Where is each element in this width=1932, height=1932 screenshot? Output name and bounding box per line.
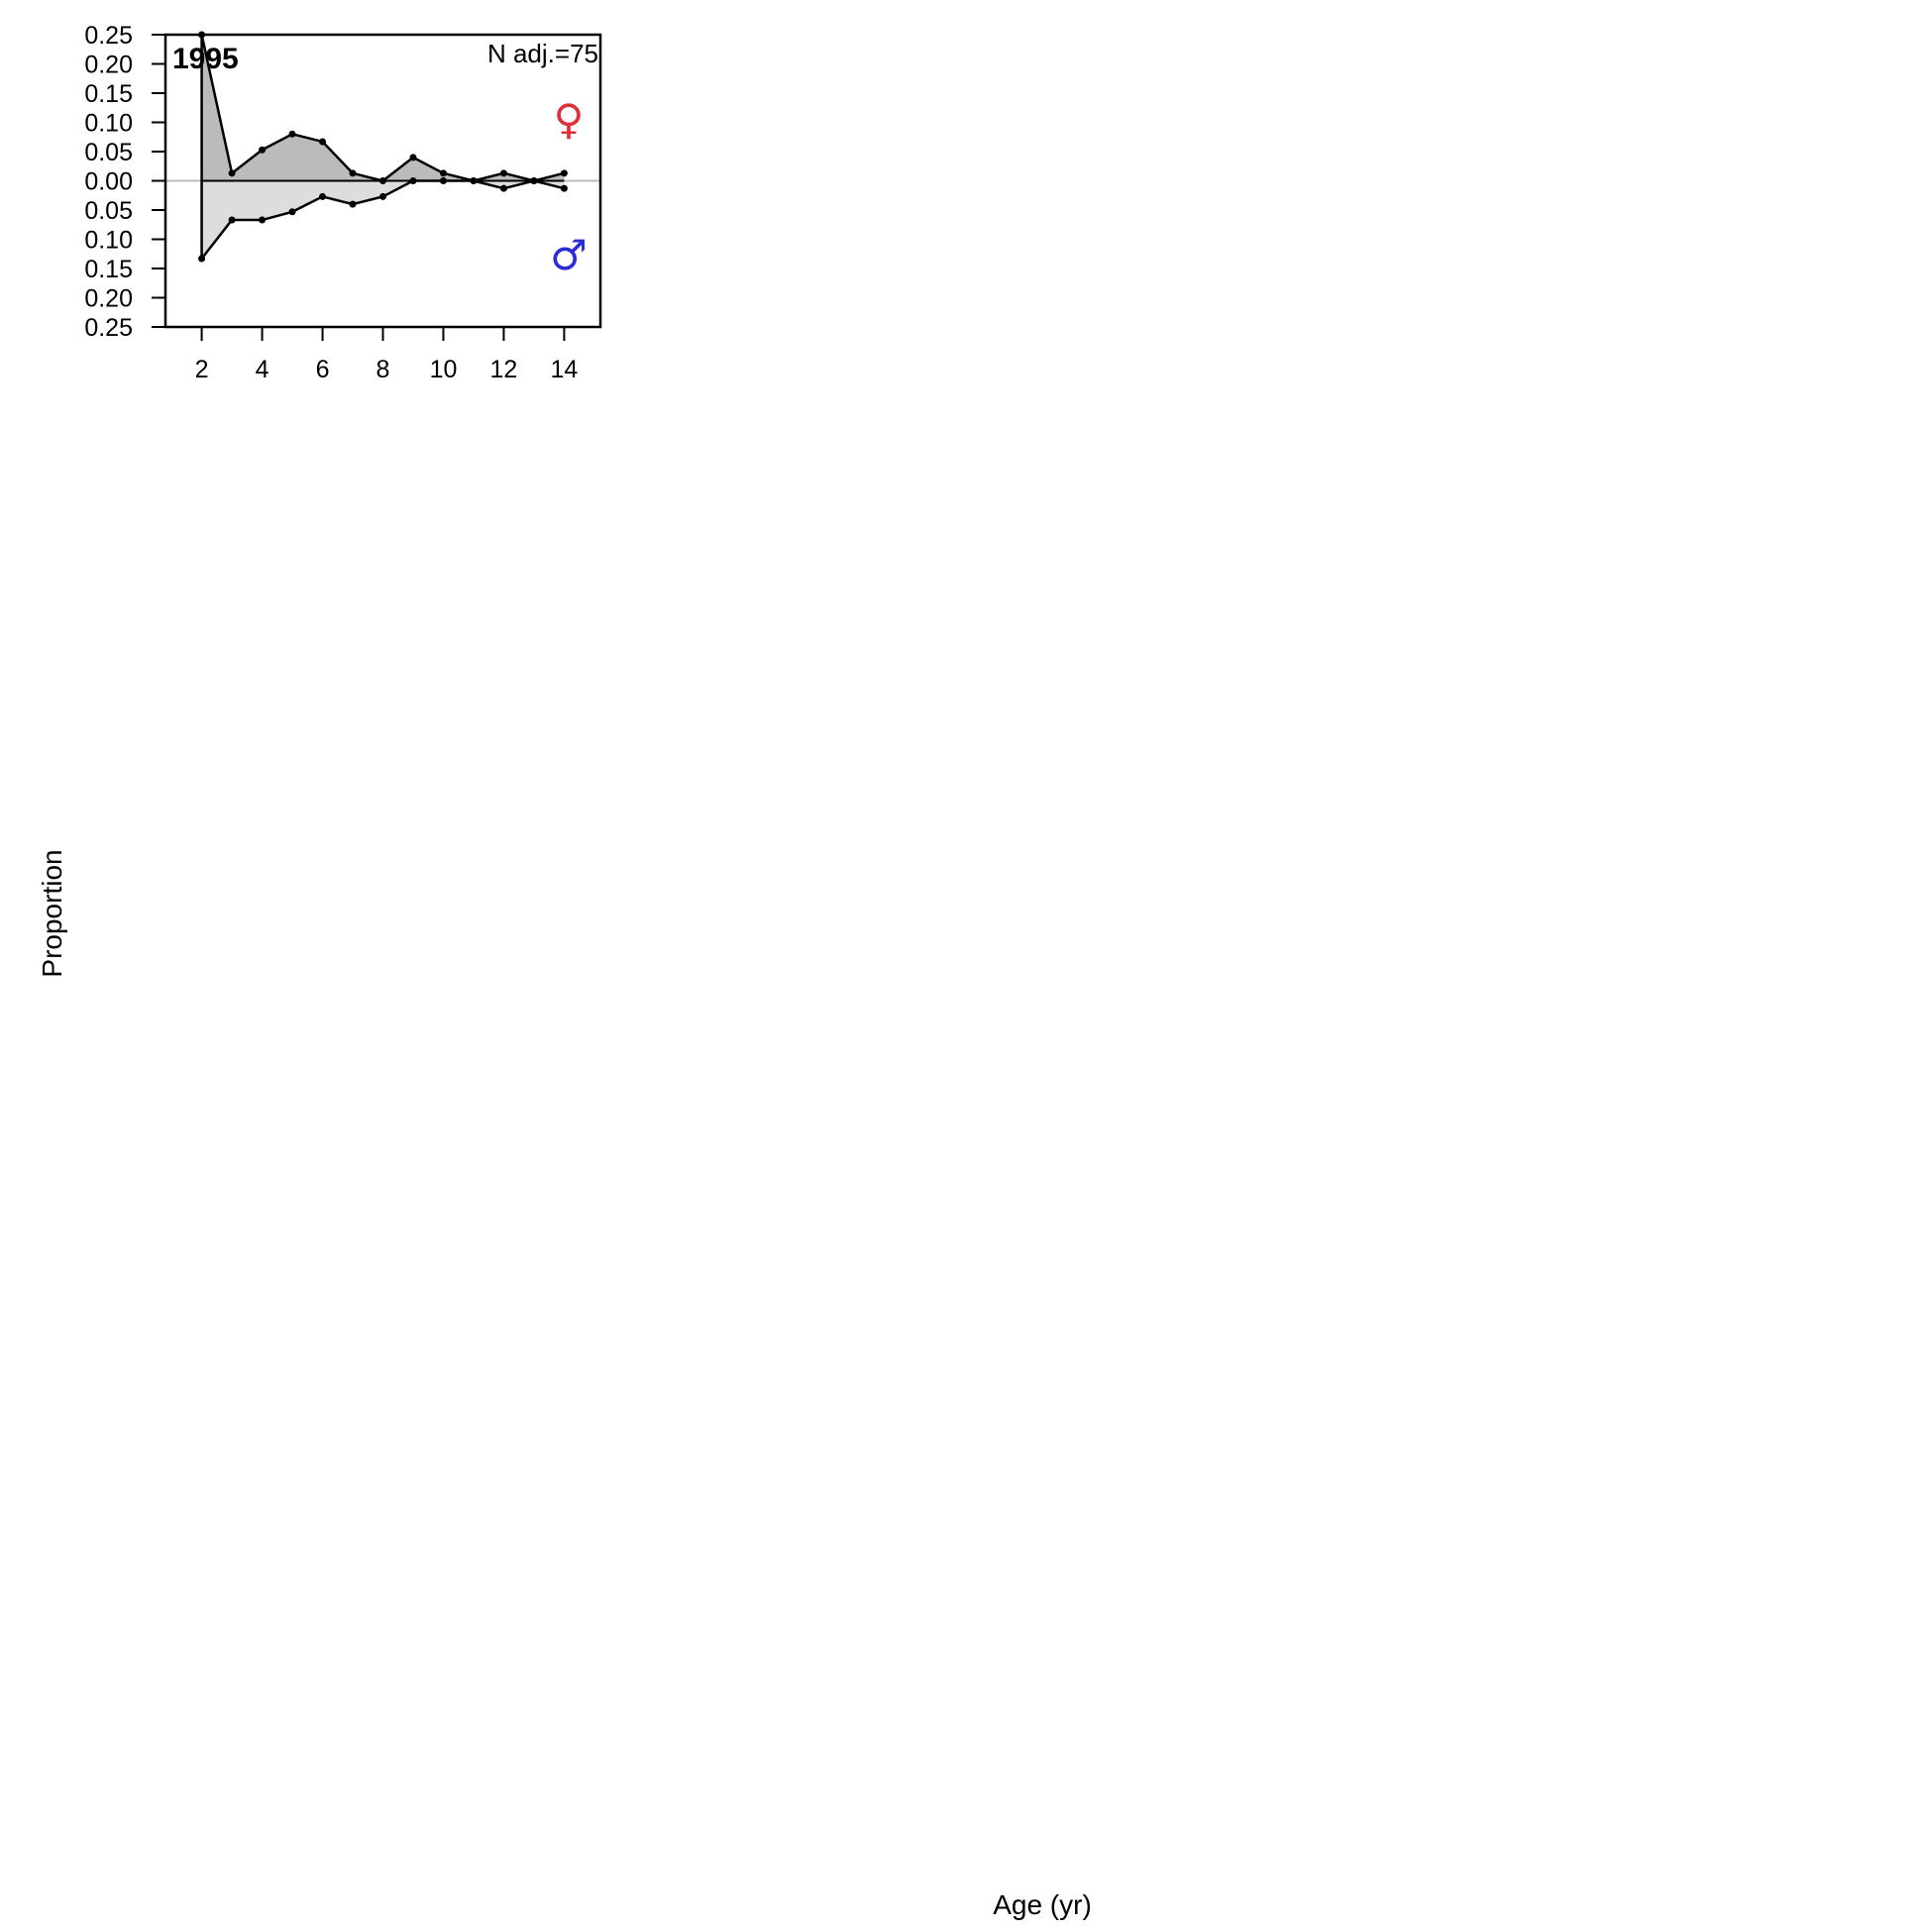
y-axis: 0.250.200.150.100.050.000.050.100.150.20… (84, 22, 165, 342)
x-tick-label: 10 (430, 356, 458, 383)
sample-size-annotation: N adj.=75 (487, 39, 598, 68)
data-point-male-4 (259, 216, 267, 224)
y-tick-label: 0.20 (84, 52, 133, 79)
plot-panel: 0.250.200.150.100.050.000.050.100.150.20… (84, 22, 602, 383)
y-tick-label: 0.00 (84, 168, 133, 196)
series-line-female (200, 34, 565, 182)
data-point-male-11 (470, 177, 478, 184)
x-tick-label: 12 (490, 356, 518, 383)
data-point-male-12 (499, 184, 507, 192)
panel-title: 1995 (172, 43, 239, 75)
data-point-male-8 (379, 192, 386, 200)
y-tick-label: 0.25 (84, 22, 133, 50)
data-point-male-14 (560, 184, 568, 192)
data-point-female-8 (379, 177, 386, 184)
y-tick-label: 0.10 (84, 110, 133, 138)
data-point-male-5 (288, 208, 296, 216)
x-axis-title: Age (yr) (993, 1889, 1092, 1920)
data-point-female-9 (409, 154, 417, 161)
y-tick-label: 0.05 (84, 139, 133, 166)
legend: ♀♂ (550, 95, 588, 279)
fill-area-female (201, 35, 565, 181)
y-tick-label: 0.15 (84, 80, 133, 108)
x-tick-label: 14 (551, 356, 579, 383)
data-point-male-9 (409, 177, 417, 184)
series-points (198, 31, 568, 263)
data-point-male-10 (439, 177, 447, 184)
data-point-male-7 (349, 200, 357, 208)
y-tick-label: 0.25 (84, 314, 133, 342)
data-point-male-13 (530, 177, 538, 184)
x-tick-label: 8 (376, 356, 390, 383)
data-point-male-6 (319, 192, 327, 200)
x-tick-label: 2 (195, 356, 209, 383)
fill-areas (201, 35, 565, 259)
data-point-female-4 (259, 146, 267, 154)
data-point-female-5 (288, 130, 296, 138)
y-axis-title: Proportion (37, 849, 67, 977)
data-point-female-6 (319, 138, 327, 146)
fill-area-male (201, 180, 565, 259)
data-point-female-3 (228, 169, 236, 177)
x-tick-label: 4 (256, 356, 269, 383)
y-tick-label: 0.10 (84, 227, 133, 255)
data-point-male-3 (228, 216, 236, 224)
data-point-female-10 (439, 169, 447, 177)
legend-male-icon: ♂ (550, 231, 588, 279)
y-tick-label: 0.05 (84, 197, 133, 225)
series-line-male (200, 179, 565, 263)
data-point-female-7 (349, 169, 357, 177)
legend-female-icon: ♀ (554, 95, 585, 144)
y-tick-label: 0.15 (84, 256, 133, 283)
data-point-male-2 (198, 255, 206, 263)
data-point-female-12 (499, 169, 507, 177)
data-point-female-14 (560, 169, 568, 177)
x-axis: 2 4 6 8 10 12 14 (195, 327, 579, 383)
x-tick-label: 6 (316, 356, 330, 383)
y-tick-label: 0.20 (84, 285, 133, 313)
